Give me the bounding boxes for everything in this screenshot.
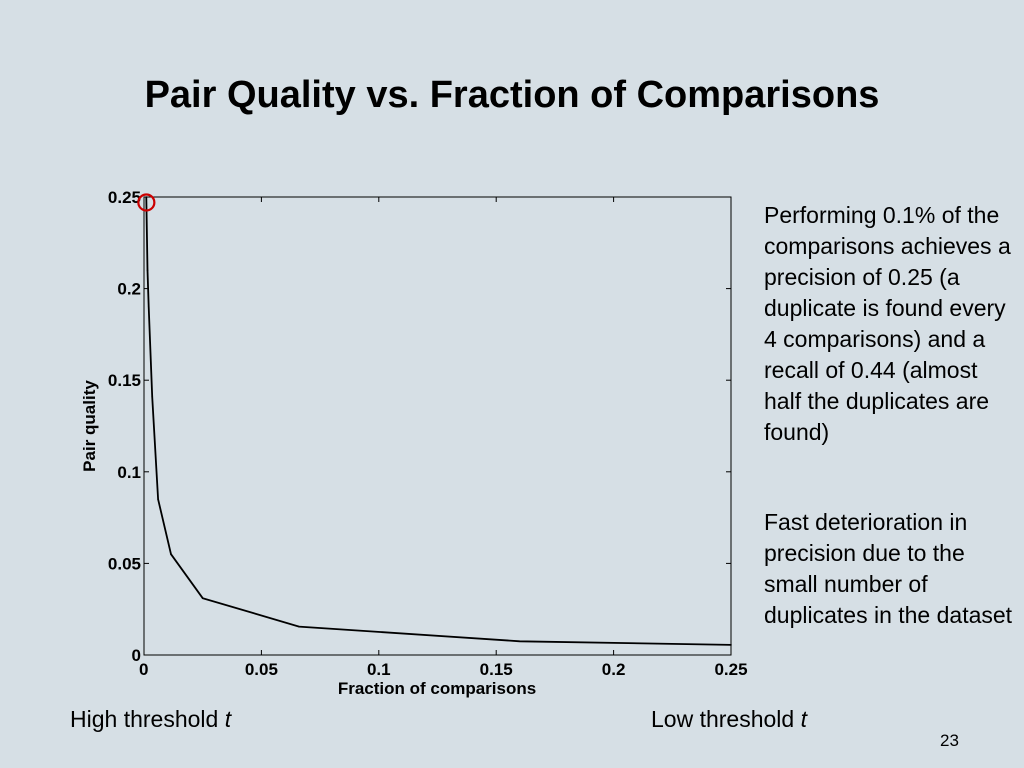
y-tick-label: 0.25	[108, 188, 141, 207]
x-axis-label: Fraction of comparisons	[338, 679, 536, 698]
x-tick-label: 0.25	[714, 660, 747, 679]
data-series-line	[145, 196, 732, 646]
footer-high-threshold-var: t	[224, 706, 232, 732]
footer-high-threshold-text: High threshold	[70, 706, 219, 732]
data-points	[145, 196, 732, 646]
highlight-marker	[137, 193, 156, 212]
data-point	[298, 625, 300, 628]
x-tick-label: 0.2	[602, 660, 626, 679]
plot-area	[143, 196, 732, 656]
data-point	[201, 597, 204, 600]
data-point	[145, 196, 148, 198]
y-axis: 0 0.05 0.1 0.15 0.2 0.25	[108, 188, 731, 665]
x-axis: 0 0.05 0.1 0.15 0.2 0.25	[139, 197, 748, 679]
data-point	[147, 306, 150, 308]
note-deterioration: Fast deterioration in precision due to t…	[764, 509, 1013, 628]
y-tick-label: 0.05	[108, 554, 141, 573]
footer-low-threshold-var: t	[800, 706, 807, 732]
data-point	[170, 553, 172, 556]
footer-high-threshold: High threshold t	[70, 706, 231, 733]
footer-low-threshold-text: Low threshold	[651, 706, 795, 732]
x-tick-label: 0.15	[480, 660, 513, 679]
footer-low-threshold: Low threshold t	[651, 706, 807, 733]
data-point	[518, 640, 521, 643]
data-point	[146, 269, 149, 272]
y-axis-label: Pair quality	[80, 380, 99, 472]
y-tick-label: 0.1	[117, 463, 141, 482]
data-point	[157, 498, 159, 501]
page-number: 23	[940, 731, 959, 750]
data-point	[730, 644, 732, 646]
slide-title: Pair Quality vs. Fraction of Comparisons	[144, 74, 880, 116]
x-tick-label: 0.05	[245, 660, 278, 679]
x-tick-label: 0.1	[367, 660, 391, 679]
data-point	[151, 395, 154, 398]
note-precision: Performing 0.1% of the comparisons achie…	[764, 202, 1011, 445]
y-tick-label: 0	[132, 646, 141, 665]
y-tick-label: 0.15	[108, 371, 141, 390]
y-tick-label: 0.2	[117, 280, 141, 299]
x-tick-label: 0	[139, 660, 148, 679]
